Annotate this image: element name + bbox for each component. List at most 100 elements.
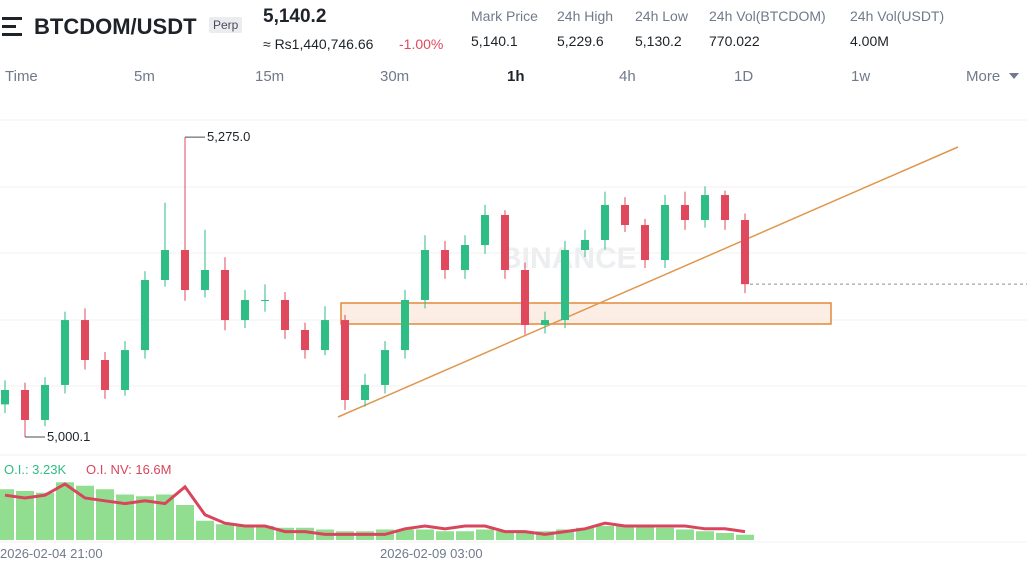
oi-bar: [396, 529, 414, 540]
stat-label: 24h Vol(BTCDOM): [709, 8, 826, 24]
oi-bar: [616, 526, 634, 540]
candle-body: [261, 299, 269, 301]
stat-label: Mark Price: [471, 8, 538, 24]
oi-legend: O.I.: 3.23K: [4, 462, 66, 477]
oi-bar: [96, 489, 114, 540]
oi-bar: [456, 531, 474, 540]
stat-label: 24h Vol(USDT): [850, 8, 945, 24]
candle-body: [41, 384, 49, 420]
stat: Mark Price 5,140.1: [471, 8, 538, 49]
stat: 24h Low 5,130.2: [635, 8, 688, 49]
grid: [0, 119, 1027, 543]
oi-bar: [556, 529, 574, 540]
candle-body: [161, 250, 169, 281]
oi-bar: [436, 531, 454, 540]
last-price: 5,140.2: [263, 6, 327, 27]
x-axis-label: 2026-02-04 21:00: [0, 546, 103, 561]
oi-bar: [696, 531, 714, 540]
candle-body: [1, 389, 9, 405]
candle-body: [541, 320, 549, 325]
stat: 24h Vol(USDT) 4.00M: [850, 8, 944, 49]
stat-value: 5,229.6: [557, 33, 604, 49]
candle-body: [321, 320, 329, 351]
interval-tab[interactable]: 1D: [734, 68, 754, 85]
interval-tab[interactable]: 1h: [507, 68, 525, 85]
stat-value: 5,140.1: [471, 33, 518, 49]
candle-body: [201, 269, 209, 291]
oi-bar: [596, 526, 614, 540]
stat: 24h High 5,229.6: [557, 8, 613, 49]
oi-bar: [516, 531, 534, 540]
symbol[interactable]: BTCDOM/USDT: [34, 14, 197, 39]
oi-bar: [676, 529, 694, 540]
oi-bar: [176, 505, 194, 540]
candle-body: [481, 215, 489, 245]
interval-tab[interactable]: 5m: [134, 68, 155, 85]
candle-body: [61, 320, 69, 385]
candle-body: [141, 280, 149, 351]
candle-body: [641, 225, 649, 261]
candle-body: [181, 250, 189, 291]
oi-bar: [636, 526, 654, 540]
menu-icon[interactable]: [2, 15, 26, 39]
contract-badge: Perp: [209, 17, 243, 33]
candle-body: [581, 239, 589, 251]
stat-value: 4.00M: [850, 33, 889, 49]
oi-bar: [36, 492, 54, 540]
oi-bar: [216, 524, 234, 540]
interval-tab[interactable]: 1w: [851, 68, 871, 85]
interval-tab[interactable]: 4h: [619, 68, 636, 85]
interval-tab[interactable]: Time: [5, 68, 38, 85]
interval-bar: Time 5m 15m 30m 1h 4h 1D 1w More: [0, 68, 1027, 88]
price-marker-label: 5,275.0: [207, 129, 250, 144]
interval-tab[interactable]: 15m: [255, 68, 285, 85]
stat-label: 24h Low: [635, 8, 688, 24]
oi-bar: [256, 526, 274, 540]
oi-bar: [736, 534, 754, 540]
stat-label: 24h High: [557, 8, 614, 24]
candle-body: [361, 384, 369, 401]
candle-body: [681, 204, 689, 221]
x-axis-label: 2026-02-09 03:00: [380, 546, 483, 561]
support-zone[interactable]: [340, 302, 832, 325]
oi-bar: [656, 527, 674, 540]
candle-body: [381, 350, 389, 385]
interval-tab[interactable]: More: [966, 68, 1001, 85]
stat-value: 5,130.2: [635, 33, 682, 49]
candle-body: [281, 299, 289, 330]
stat: 24h Vol(BTCDOM) 770.022: [709, 8, 826, 49]
candle-body: [741, 220, 749, 285]
stat-value: 770.022: [709, 33, 760, 49]
candle-body: [561, 250, 569, 321]
fiat-price: ≈ Rs1,440,746.66: [263, 36, 374, 52]
trend-line[interactable]: [337, 146, 959, 418]
candle-body: [701, 195, 709, 221]
candle-body: [621, 204, 629, 226]
candle-body: [601, 204, 609, 240]
oi-bar: [116, 494, 134, 540]
candle-body: [21, 389, 29, 420]
candle-body: [81, 320, 89, 360]
candle-body: [301, 329, 309, 351]
price-change: -1.00%: [399, 36, 444, 52]
oi-bar: [16, 491, 34, 540]
candle-body: [661, 204, 669, 261]
oi-bar: [236, 526, 254, 540]
candle-body: [241, 299, 249, 321]
dropdown-arrow: [1009, 73, 1019, 79]
interval-tab[interactable]: 30m: [380, 68, 410, 85]
candle-body: [121, 350, 129, 390]
oi-bar: [136, 496, 154, 540]
oi-bar: [496, 531, 514, 540]
candle-body: [501, 215, 509, 270]
oi-bar: [476, 529, 494, 540]
candle-body: [721, 195, 729, 221]
candle-body: [101, 359, 109, 390]
oi-bar: [56, 482, 74, 540]
oi-bar: [156, 494, 174, 540]
candle-body: [221, 269, 229, 321]
oi-nv-line: [4, 482, 746, 536]
